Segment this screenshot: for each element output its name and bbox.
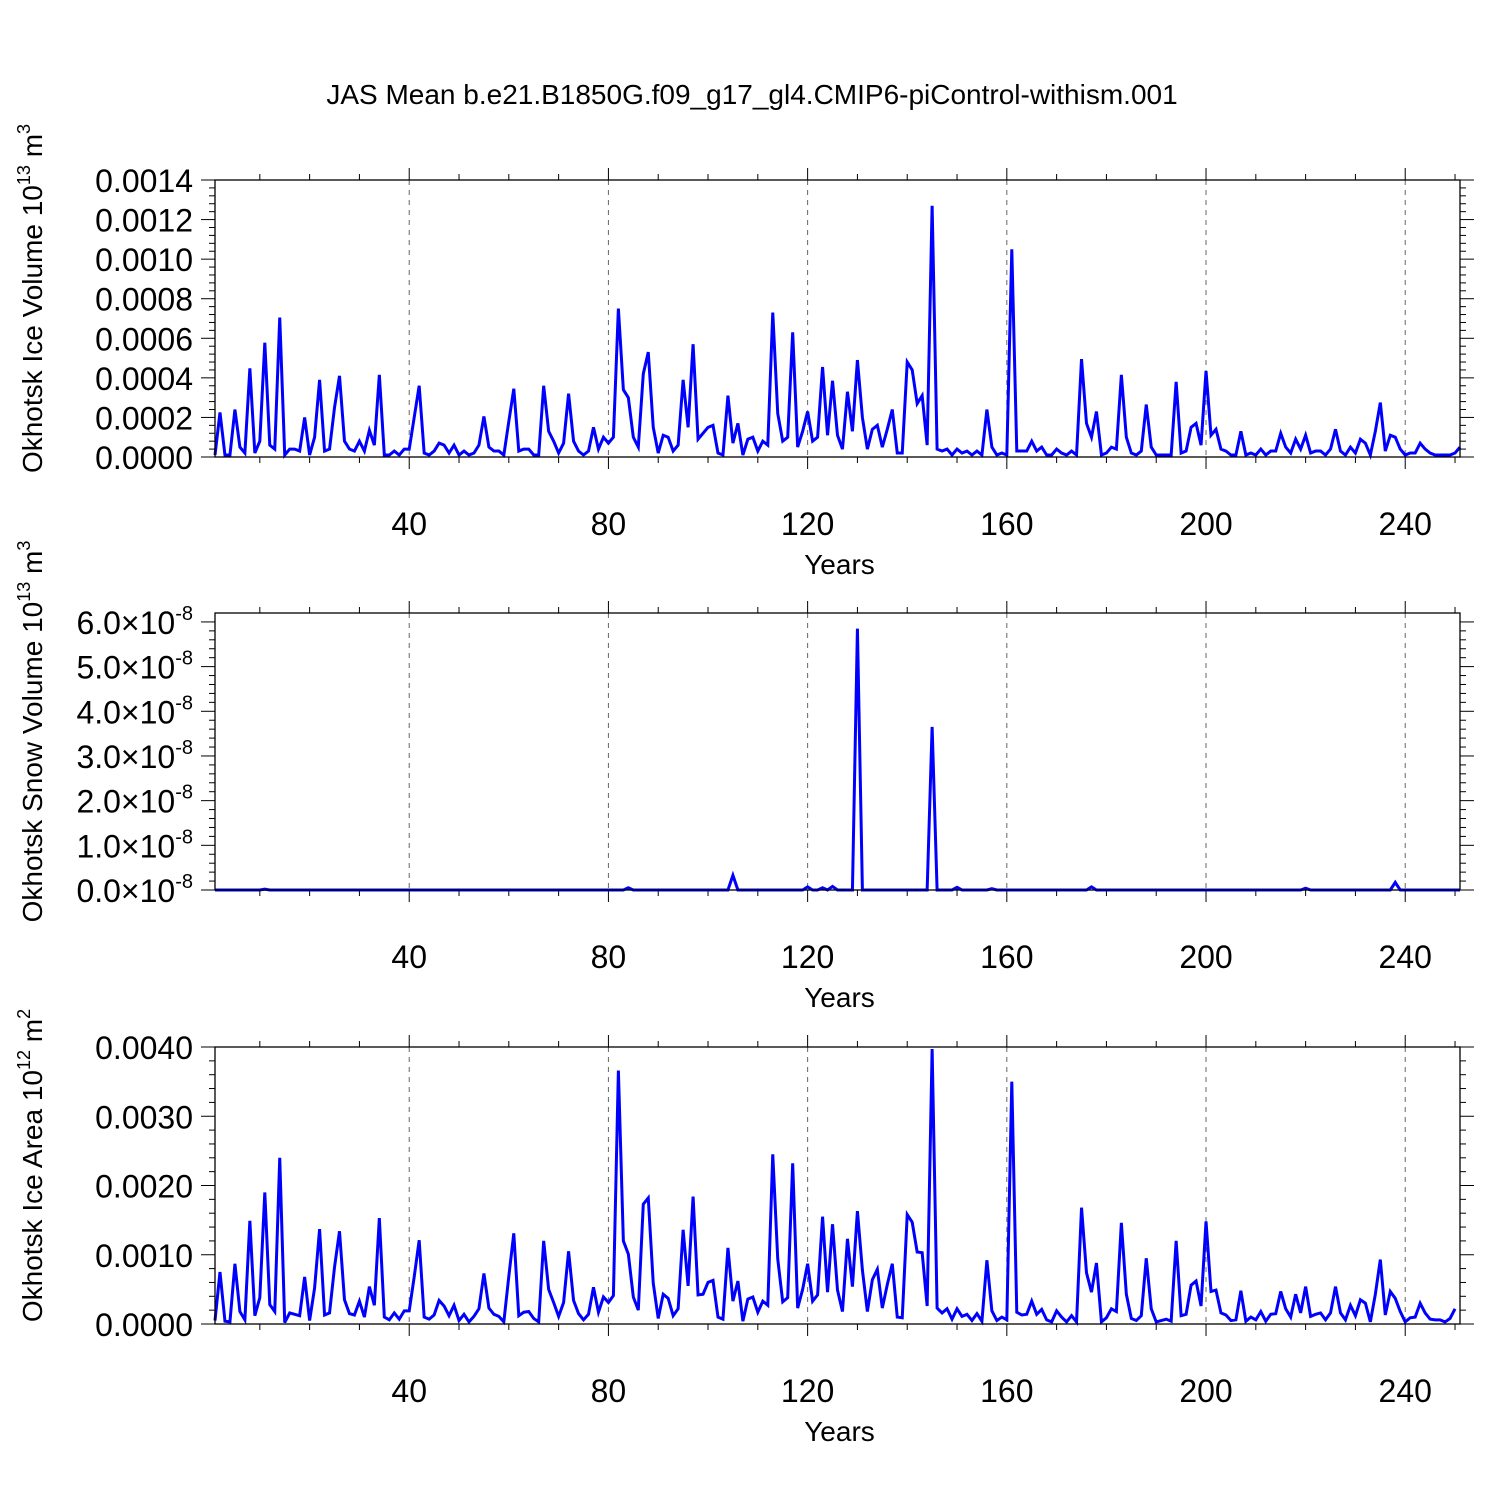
x-tick-label: 200 [1179, 939, 1232, 975]
x-tick-label: 240 [1379, 506, 1432, 542]
y-axis-label-part: Okhotsk Ice Volume 10 [17, 185, 48, 473]
y-tick-multiplier: ×10 [121, 739, 175, 775]
y-tick-label: 0.0010 [95, 1238, 193, 1274]
y-axis-unit: m [17, 1019, 48, 1042]
y-tick-mantissa: 3.0 [76, 739, 120, 775]
y-axis-label: Okhotsk Ice Volume 1013 m3 [14, 124, 48, 473]
y-axis-label-part: Okhotsk Snow Volume 10 [17, 602, 48, 923]
x-tick-label: 40 [391, 1373, 427, 1409]
x-axis-label: Years [804, 982, 875, 1013]
y-tick-label: 0.0002 [95, 400, 193, 436]
y-tick-label: 0.0010 [95, 242, 193, 278]
y-tick-exponent: -8 [175, 871, 193, 893]
y-tick-mantissa: 6.0 [76, 605, 120, 641]
y-tick-label: 5.0×10-8 [76, 648, 193, 686]
y-tick-mantissa: 2.0 [76, 784, 120, 820]
x-tick-label: 80 [591, 1373, 627, 1409]
x-tick-label: 80 [591, 939, 627, 975]
y-tick-mantissa: 1.0 [76, 828, 120, 864]
x-tick-label: 160 [980, 939, 1033, 975]
x-tick-label: 120 [781, 506, 834, 542]
y-tick-label: 0.0000 [95, 1307, 193, 1343]
y-tick-label: 4.0×10-8 [76, 692, 193, 730]
y-tick-label: 0.0020 [95, 1169, 193, 1205]
y-tick-label: 0.0×10-8 [76, 871, 193, 909]
y-axis-label-part: 3 [14, 541, 34, 551]
y-axis-label-part: 2 [14, 1009, 34, 1019]
x-tick-label: 160 [980, 506, 1033, 542]
y-tick-label: 0.0030 [95, 1099, 193, 1135]
y-axis-label-part: 3 [14, 124, 34, 134]
series-line [213, 205, 1462, 461]
panels: 40 80 120 160 200 2400.00000.00020.00040.0006… [14, 124, 1474, 1447]
y-tick-multiplier: ×10 [121, 828, 175, 864]
x-tick-label: 240 [1379, 1373, 1432, 1409]
y-axis-label-part: 12 [14, 1050, 34, 1070]
plot-frame [214, 612, 1461, 891]
plot-frame [214, 179, 1461, 458]
y-axis-label-part [17, 574, 48, 582]
y-tick-label: 0.0014 [95, 163, 193, 199]
y-axis-label-part: 13 [14, 165, 34, 185]
y-tick-exponent: -8 [175, 782, 193, 804]
y-axis-label: Okhotsk Ice Area 1012 m2 [14, 1009, 48, 1322]
x-tick-label: 240 [1379, 939, 1432, 975]
panel-2: 40 80 120 160 200 2400.0×10-81.0×10-82.0×10-8… [14, 541, 1474, 1013]
y-tick-label: 0.0004 [95, 361, 193, 397]
y-tick-multiplier: ×10 [121, 694, 175, 730]
y-tick-multiplier: ×10 [121, 650, 175, 686]
y-tick-mantissa: 4.0 [76, 694, 120, 730]
x-tick-label: 200 [1179, 1373, 1232, 1409]
x-tick-label: 200 [1179, 506, 1232, 542]
y-axis-label-part: 13 [14, 582, 34, 602]
y-tick-label: 6.0×10-8 [76, 603, 193, 641]
y-tick-multiplier: ×10 [121, 784, 175, 820]
y-tick-label: 0.0008 [95, 282, 193, 318]
y-axis-label-part [17, 1042, 48, 1050]
y-axis-label-part [17, 157, 48, 165]
series-line [213, 1049, 1457, 1326]
x-tick-label: 120 [781, 1373, 834, 1409]
y-tick-label: 0.0040 [95, 1030, 193, 1066]
x-tick-label: 120 [781, 939, 834, 975]
y-tick-exponent: -8 [175, 692, 193, 714]
y-tick-label: 1.0×10-8 [76, 826, 193, 864]
x-tick-label: 80 [591, 506, 627, 542]
y-tick-exponent: -8 [175, 648, 193, 670]
y-axis-unit: m [17, 134, 48, 157]
x-tick-label: 40 [391, 939, 427, 975]
y-tick-label: 3.0×10-8 [76, 737, 193, 775]
x-axis-label: Years [804, 549, 875, 580]
y-tick-label: 0.0006 [95, 321, 193, 357]
figure-title: JAS Mean b.e21.B1850G.f09_g17_gl4.CMIP6-… [326, 79, 1177, 110]
y-tick-mantissa: 0.0 [76, 873, 120, 909]
y-tick-exponent: -8 [175, 603, 193, 625]
panel-3: 40 80 120 160 200 240 0.0000 0.0010 0.0020 0.0030… [14, 1009, 1474, 1447]
x-tick-label: 40 [391, 506, 427, 542]
y-tick-exponent: -8 [175, 826, 193, 848]
y-tick-label: 0.0012 [95, 203, 193, 239]
y-axis-label-part: Okhotsk Ice Area 10 [17, 1070, 48, 1322]
series-line [215, 628, 1460, 892]
y-tick-multiplier: ×10 [121, 605, 175, 641]
y-tick-label: 0.0000 [95, 440, 193, 476]
y-axis-unit: m [17, 551, 48, 574]
x-tick-label: 160 [980, 1373, 1033, 1409]
plot-frame [214, 1046, 1461, 1325]
y-tick-exponent: -8 [175, 737, 193, 759]
y-tick-multiplier: ×10 [121, 873, 175, 909]
y-axis-label: Okhotsk Snow Volume 1013 m3 [14, 541, 48, 923]
y-tick-mantissa: 5.0 [76, 650, 120, 686]
y-tick-label: 2.0×10-8 [76, 782, 193, 820]
x-axis-label: Years [804, 1416, 875, 1447]
